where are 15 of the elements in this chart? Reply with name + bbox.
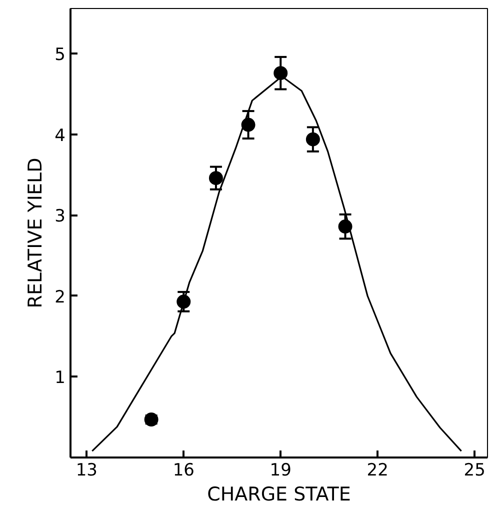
- x-tick-label: 22: [366, 460, 388, 480]
- y-tick-label: 1: [54, 368, 66, 388]
- y-tick-label: 2: [54, 287, 66, 308]
- x-tick-label: 25: [464, 460, 486, 480]
- y-tick-label: 3: [54, 206, 66, 227]
- point: [208, 171, 223, 186]
- y-tick-label: 5: [54, 45, 66, 66]
- y-axis-title: RELATIVE YIELD: [24, 158, 47, 308]
- x-tick-label: 16: [172, 460, 194, 480]
- x-tick-label: 19: [270, 460, 292, 480]
- point: [306, 132, 320, 146]
- point: [274, 66, 288, 80]
- x-tick-label: 13: [76, 460, 98, 480]
- x-axis-title: CHARGE STATE: [207, 484, 351, 506]
- y-tick-label: 4: [54, 126, 66, 146]
